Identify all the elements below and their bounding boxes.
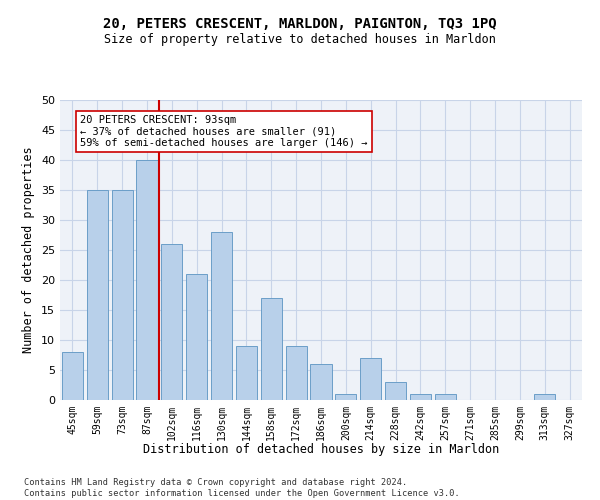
Bar xyxy=(211,232,232,400)
Bar xyxy=(186,274,207,400)
Text: Size of property relative to detached houses in Marldon: Size of property relative to detached ho… xyxy=(104,32,496,46)
Bar xyxy=(435,394,456,400)
Text: 20 PETERS CRESCENT: 93sqm
← 37% of detached houses are smaller (91)
59% of semi-: 20 PETERS CRESCENT: 93sqm ← 37% of detac… xyxy=(80,115,367,148)
Bar xyxy=(87,190,108,400)
Bar xyxy=(410,394,431,400)
Bar xyxy=(286,346,307,400)
Y-axis label: Number of detached properties: Number of detached properties xyxy=(22,146,35,354)
Bar xyxy=(62,352,83,400)
Bar xyxy=(161,244,182,400)
Text: Distribution of detached houses by size in Marldon: Distribution of detached houses by size … xyxy=(143,442,499,456)
Bar xyxy=(112,190,133,400)
Bar xyxy=(261,298,282,400)
Text: 20, PETERS CRESCENT, MARLDON, PAIGNTON, TQ3 1PQ: 20, PETERS CRESCENT, MARLDON, PAIGNTON, … xyxy=(103,18,497,32)
Bar xyxy=(236,346,257,400)
Bar xyxy=(534,394,555,400)
Bar xyxy=(335,394,356,400)
Text: Contains HM Land Registry data © Crown copyright and database right 2024.
Contai: Contains HM Land Registry data © Crown c… xyxy=(24,478,460,498)
Bar xyxy=(310,364,332,400)
Bar xyxy=(360,358,381,400)
Bar xyxy=(385,382,406,400)
Bar xyxy=(136,160,158,400)
